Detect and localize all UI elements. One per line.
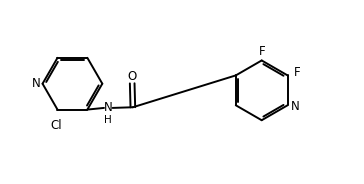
- Text: N: N: [104, 101, 112, 114]
- Text: H: H: [104, 115, 112, 125]
- Text: O: O: [127, 70, 137, 83]
- Text: N: N: [32, 77, 40, 90]
- Text: F: F: [294, 66, 301, 79]
- Text: N: N: [290, 100, 299, 114]
- Text: Cl: Cl: [50, 119, 62, 132]
- Text: F: F: [259, 45, 266, 58]
